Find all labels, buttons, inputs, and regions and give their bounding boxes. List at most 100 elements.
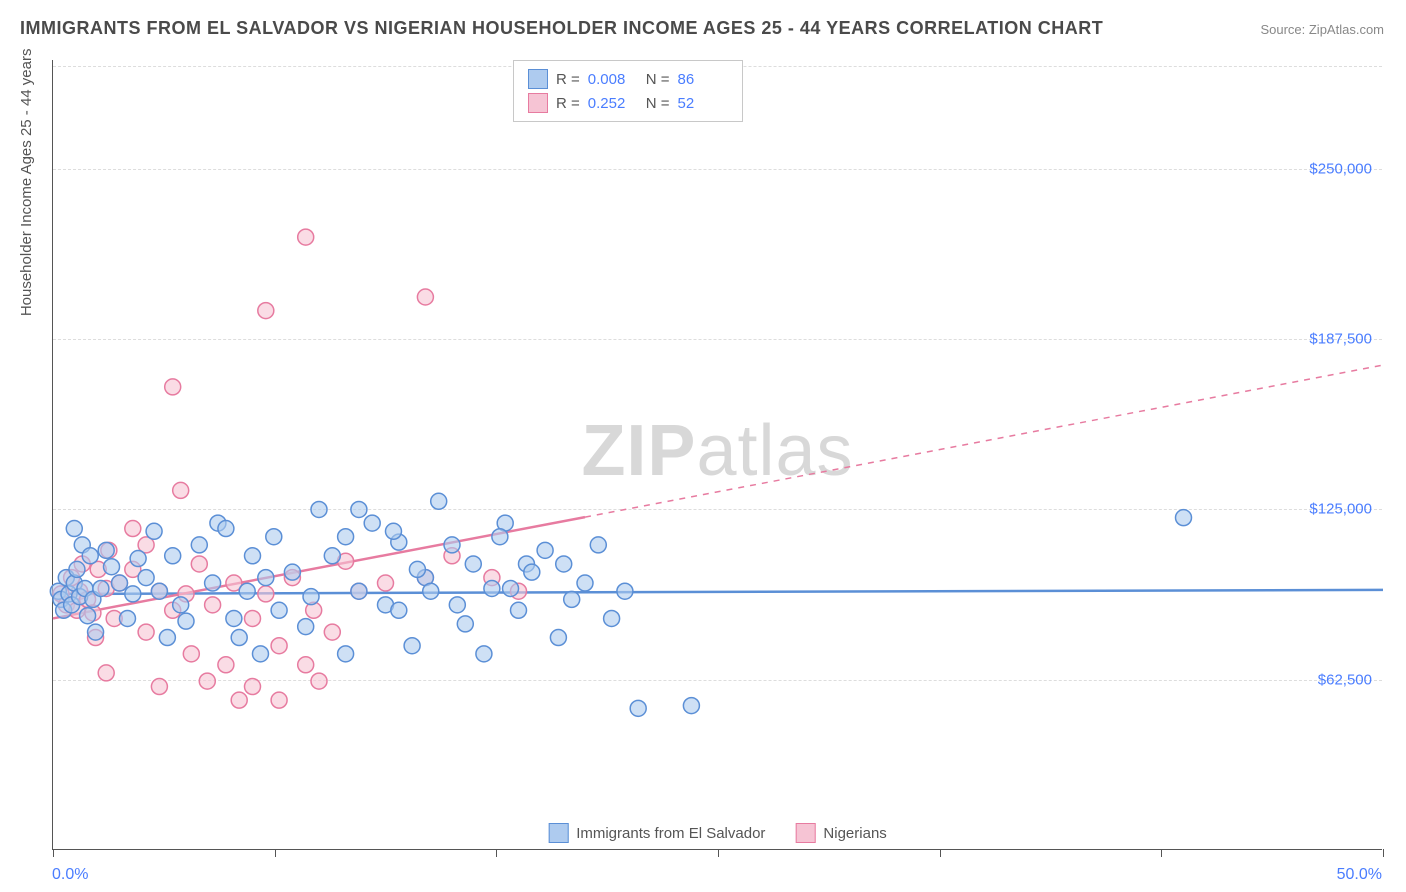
data-point-el_salvador: [138, 570, 154, 586]
data-point-nigerians: [417, 289, 433, 305]
data-point-nigerians: [165, 379, 181, 395]
data-point-el_salvador: [146, 523, 162, 539]
data-point-el_salvador: [465, 556, 481, 572]
data-point-el_salvador: [311, 501, 327, 517]
data-point-el_salvador: [173, 597, 189, 613]
data-point-el_salvador: [503, 580, 519, 596]
data-point-el_salvador: [385, 523, 401, 539]
data-point-el_salvador: [617, 583, 633, 599]
data-point-nigerians: [311, 673, 327, 689]
n-label: N =: [646, 95, 670, 112]
swatch-el-salvador: [528, 69, 548, 89]
data-point-el_salvador: [151, 583, 167, 599]
data-point-el_salvador: [298, 619, 314, 635]
data-point-el_salvador: [69, 561, 85, 577]
data-point-nigerians: [245, 679, 261, 695]
data-point-el_salvador: [231, 630, 247, 646]
y-axis-title: Householder Income Ages 25 - 44 years: [18, 49, 35, 317]
data-point-el_salvador: [1176, 510, 1192, 526]
swatch-nigerians: [528, 93, 548, 113]
data-point-el_salvador: [449, 597, 465, 613]
data-point-el_salvador: [130, 551, 146, 567]
data-point-el_salvador: [484, 580, 500, 596]
data-point-el_salvador: [245, 548, 261, 564]
data-point-el_salvador: [98, 542, 114, 558]
data-point-el_salvador: [239, 583, 255, 599]
data-point-el_salvador: [338, 646, 354, 662]
data-point-el_salvador: [409, 561, 425, 577]
x-tick: [275, 849, 276, 857]
series-label-el-salvador: Immigrants from El Salvador: [576, 825, 765, 842]
plot-area: ZIPatlas R = 0.008 N = 86 R = 0.252 N = …: [52, 60, 1382, 850]
data-point-el_salvador: [364, 515, 380, 531]
source-attribution: Source: ZipAtlas.com: [1260, 22, 1384, 37]
data-point-nigerians: [378, 575, 394, 591]
data-point-nigerians: [218, 657, 234, 673]
data-point-nigerians: [298, 657, 314, 673]
data-point-el_salvador: [104, 559, 120, 575]
chart-svg: [53, 60, 1382, 849]
data-point-el_salvador: [226, 610, 242, 626]
data-point-el_salvador: [252, 646, 268, 662]
series-label-nigerians: Nigerians: [823, 825, 886, 842]
data-point-el_salvador: [324, 548, 340, 564]
x-tick: [718, 849, 719, 857]
y-tick-label: $187,500: [1309, 331, 1372, 348]
data-point-nigerians: [258, 303, 274, 319]
data-point-el_salvador: [457, 616, 473, 632]
data-point-nigerians: [191, 556, 207, 572]
data-point-nigerians: [205, 597, 221, 613]
data-point-el_salvador: [683, 698, 699, 714]
data-point-el_salvador: [351, 501, 367, 517]
data-point-el_salvador: [205, 575, 221, 591]
data-point-el_salvador: [423, 583, 439, 599]
trend-line-dashed-nigerians: [585, 365, 1383, 517]
data-point-el_salvador: [258, 570, 274, 586]
data-point-el_salvador: [159, 630, 175, 646]
data-point-el_salvador: [82, 548, 98, 564]
data-point-nigerians: [125, 521, 141, 537]
data-point-el_salvador: [284, 564, 300, 580]
n-label: N =: [646, 71, 670, 88]
data-point-el_salvador: [524, 564, 540, 580]
data-point-nigerians: [258, 586, 274, 602]
data-point-el_salvador: [303, 589, 319, 605]
data-point-el_salvador: [125, 586, 141, 602]
n-value-el-salvador: 86: [678, 71, 728, 88]
data-point-el_salvador: [444, 537, 460, 553]
data-point-el_salvador: [492, 529, 508, 545]
data-point-el_salvador: [119, 610, 135, 626]
x-axis-max-label: 50.0%: [1337, 866, 1382, 884]
legend-correlation: R = 0.008 N = 86 R = 0.252 N = 52: [513, 60, 743, 122]
legend-row-nigerians: R = 0.252 N = 52: [528, 91, 728, 115]
x-tick: [1161, 849, 1162, 857]
data-point-el_salvador: [630, 700, 646, 716]
chart-title: IMMIGRANTS FROM EL SALVADOR VS NIGERIAN …: [20, 18, 1103, 39]
data-point-el_salvador: [564, 591, 580, 607]
swatch-el-salvador: [548, 823, 568, 843]
legend-series: Immigrants from El Salvador Nigerians: [548, 823, 887, 843]
data-point-el_salvador: [93, 580, 109, 596]
data-point-el_salvador: [537, 542, 553, 558]
data-point-nigerians: [151, 679, 167, 695]
data-point-el_salvador: [577, 575, 593, 591]
legend-row-el-salvador: R = 0.008 N = 86: [528, 67, 728, 91]
x-tick: [53, 849, 54, 857]
data-point-nigerians: [173, 482, 189, 498]
data-point-nigerians: [271, 638, 287, 654]
data-point-el_salvador: [590, 537, 606, 553]
data-point-el_salvador: [476, 646, 492, 662]
data-point-el_salvador: [66, 521, 82, 537]
data-point-el_salvador: [191, 537, 207, 553]
legend-item-nigerians: Nigerians: [795, 823, 886, 843]
data-point-el_salvador: [404, 638, 420, 654]
data-point-nigerians: [199, 673, 215, 689]
data-point-el_salvador: [112, 575, 128, 591]
data-point-el_salvador: [391, 602, 407, 618]
data-point-nigerians: [324, 624, 340, 640]
data-point-nigerians: [298, 229, 314, 245]
data-point-nigerians: [138, 624, 154, 640]
data-point-el_salvador: [511, 602, 527, 618]
y-tick-label: $62,500: [1318, 671, 1372, 688]
data-point-el_salvador: [431, 493, 447, 509]
